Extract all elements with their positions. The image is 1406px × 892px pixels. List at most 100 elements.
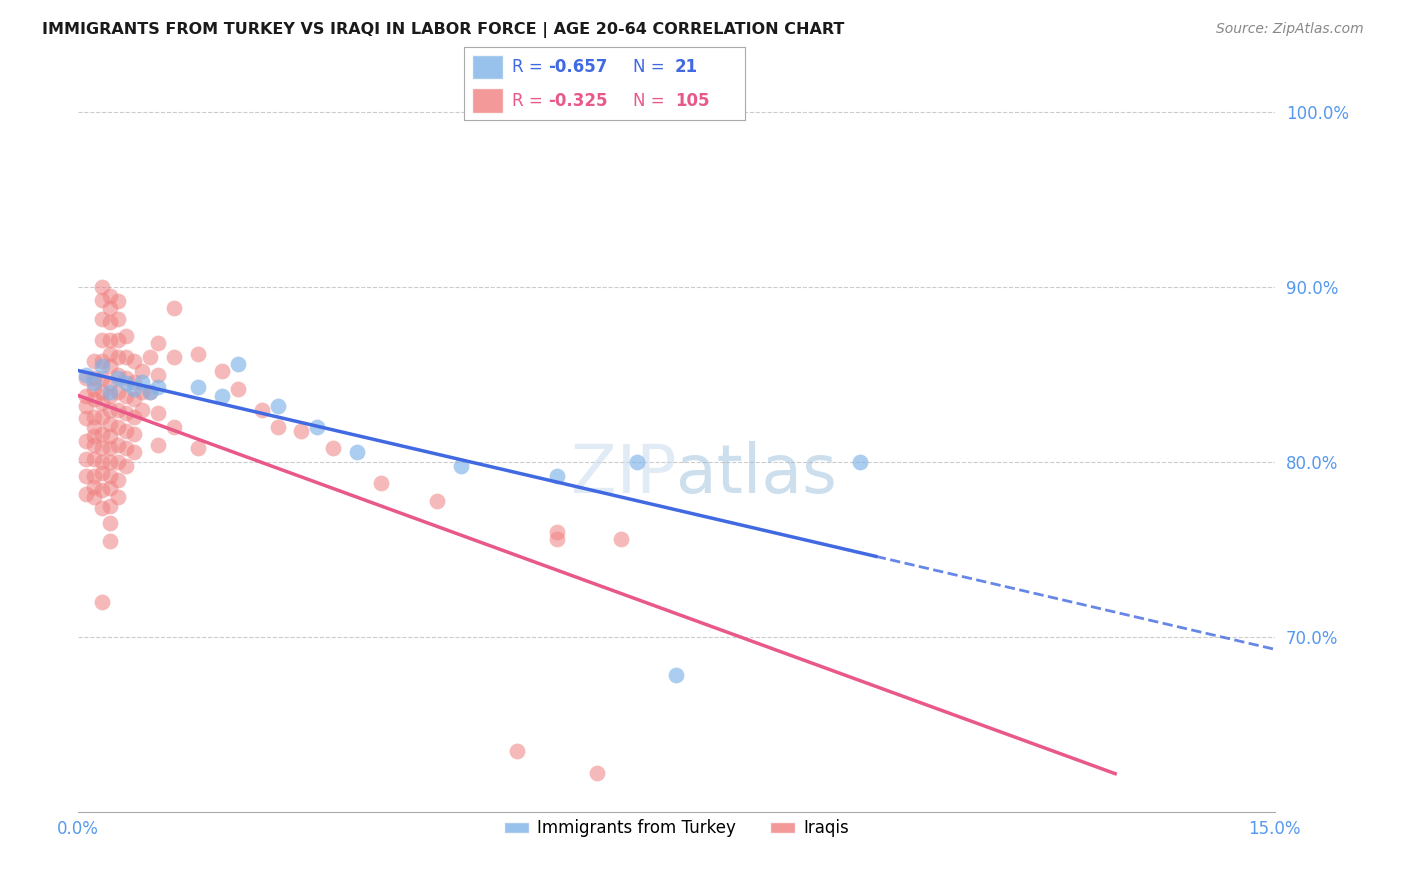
Point <box>83 451 105 466</box>
Point <box>75 469 97 483</box>
Point <box>98 333 121 347</box>
Point <box>115 389 138 403</box>
Text: atlas: atlas <box>676 441 838 507</box>
Point <box>131 402 153 417</box>
Point <box>91 441 114 455</box>
Point <box>83 409 105 424</box>
Point <box>98 441 121 455</box>
Point <box>91 280 114 294</box>
Point <box>426 493 449 508</box>
Point <box>98 402 121 417</box>
Point <box>98 482 121 496</box>
Point <box>83 469 105 483</box>
Text: ZIP: ZIP <box>571 441 676 507</box>
Bar <box>472 88 503 113</box>
Point <box>849 455 872 469</box>
Point <box>107 473 129 487</box>
Point <box>107 402 129 417</box>
Point <box>211 389 233 403</box>
Point <box>98 533 121 548</box>
Point <box>83 353 105 368</box>
Point <box>115 406 138 420</box>
Point <box>139 385 162 400</box>
Point <box>131 364 153 378</box>
Point <box>91 409 114 424</box>
Point <box>585 766 607 780</box>
Point <box>163 301 186 316</box>
Point <box>665 668 688 682</box>
Text: -0.657: -0.657 <box>548 58 607 76</box>
Point <box>91 395 114 409</box>
Point <box>83 420 105 434</box>
Point <box>98 516 121 531</box>
Point <box>122 409 145 424</box>
Point <box>290 424 312 438</box>
Point <box>346 444 368 458</box>
Point <box>91 466 114 480</box>
Point <box>98 469 121 483</box>
Text: R =: R = <box>512 92 548 110</box>
Point <box>98 455 121 469</box>
Point <box>115 424 138 438</box>
Point <box>131 385 153 400</box>
Point <box>187 347 209 361</box>
Point <box>115 376 138 391</box>
Point <box>122 444 145 458</box>
Point <box>107 368 129 382</box>
Point <box>91 359 114 373</box>
Point <box>115 371 138 385</box>
Point <box>107 294 129 309</box>
Point <box>115 329 138 343</box>
Point <box>91 385 114 400</box>
Point <box>107 455 129 469</box>
Point <box>107 333 129 347</box>
Point <box>226 382 249 396</box>
Text: -0.325: -0.325 <box>548 92 607 110</box>
Point <box>98 389 121 403</box>
Point <box>115 350 138 364</box>
Point <box>122 392 145 407</box>
Point <box>75 399 97 413</box>
Point <box>115 441 138 455</box>
Point <box>250 402 273 417</box>
Point <box>266 420 288 434</box>
Point <box>75 486 97 500</box>
Point <box>91 311 114 326</box>
Point <box>83 392 105 407</box>
Point <box>506 744 529 758</box>
Point <box>211 364 233 378</box>
Point <box>115 458 138 473</box>
Text: IMMIGRANTS FROM TURKEY VS IRAQI IN LABOR FORCE | AGE 20-64 CORRELATION CHART: IMMIGRANTS FROM TURKEY VS IRAQI IN LABOR… <box>42 22 845 38</box>
Point <box>75 371 97 385</box>
Point <box>122 353 145 368</box>
Point <box>98 385 121 400</box>
Point <box>98 429 121 443</box>
Point <box>98 417 121 431</box>
Point <box>131 375 153 389</box>
Point <box>91 353 114 368</box>
Point <box>107 311 129 326</box>
Point <box>107 385 129 400</box>
Point <box>91 595 114 609</box>
Point <box>187 380 209 394</box>
Point <box>98 499 121 513</box>
Text: R =: R = <box>512 58 548 76</box>
Point <box>163 420 186 434</box>
Point <box>609 532 631 546</box>
Point <box>226 357 249 371</box>
Point <box>626 455 648 469</box>
Point <box>98 289 121 303</box>
Bar <box>472 54 503 79</box>
Point <box>370 476 392 491</box>
Point <box>146 437 169 451</box>
Point <box>546 525 568 540</box>
Point <box>91 371 114 385</box>
Point <box>98 347 121 361</box>
Legend: Immigrants from Turkey, Iraqis: Immigrants from Turkey, Iraqis <box>498 813 855 844</box>
Point <box>146 380 169 394</box>
Point <box>75 389 97 403</box>
Point <box>107 437 129 451</box>
Text: Source: ZipAtlas.com: Source: ZipAtlas.com <box>1216 22 1364 37</box>
Point <box>139 385 162 400</box>
Text: N =: N = <box>633 92 664 110</box>
